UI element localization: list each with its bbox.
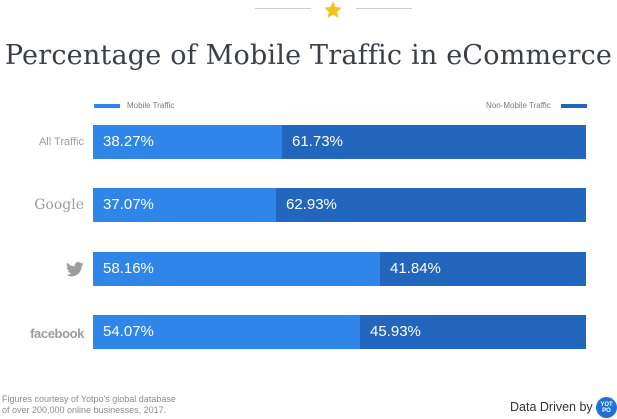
footnote: Figures courtesy of Yotpo's global datab… — [2, 394, 222, 416]
yotpo-logo-line-1: YOT — [600, 401, 613, 408]
star-icon — [324, 1, 342, 18]
category-label-facebook: facebook — [30, 326, 84, 341]
header-divider-right — [356, 8, 412, 9]
yotpo-logo-line-2: PO — [602, 407, 611, 414]
category-label-all-traffic: All Traffic — [38, 136, 84, 148]
bar-mobile-all-traffic — [93, 125, 282, 159]
bar-non-mobile-facebook: 54.07% 45.93% — [93, 315, 586, 349]
bar-mobile-twitter — [93, 252, 380, 286]
data-label-mobile-twitter: 58.16% — [103, 260, 154, 277]
bar-non-mobile-twitter: 58.16% 41.84% — [93, 252, 586, 286]
bar-non-mobile-google: 37.07% 62.93% — [93, 188, 586, 222]
header-divider-left — [255, 8, 311, 9]
footnote-line-2: of over 200,000 online businesses, 2017. — [2, 405, 167, 415]
data-label-mobile-google: 37.07% — [103, 196, 154, 213]
data-label-non-mobile-twitter: 41.84% — [390, 260, 441, 277]
legend-mobile-label: Mobile Traffic — [127, 101, 175, 110]
bar-mobile-google — [93, 188, 276, 222]
legend-non-mobile-swatch — [561, 104, 587, 108]
brand-text: Data Driven by — [510, 400, 593, 414]
bar-mobile-facebook — [93, 315, 360, 349]
twitter-bird-icon — [66, 262, 84, 277]
footnote-line-1: Figures courtesy of Yotpo's global datab… — [2, 394, 176, 404]
data-label-non-mobile-facebook: 45.93% — [370, 323, 421, 340]
data-label-non-mobile-google: 62.93% — [286, 196, 337, 213]
legend-non-mobile-label: Non-Mobile Traffic — [486, 101, 551, 110]
legend-mobile-swatch — [94, 104, 120, 108]
yotpo-logo: YOT PO — [596, 397, 617, 418]
bar-non-mobile-all-traffic: 38.27% 61.73% — [93, 125, 586, 159]
category-label-google: Google — [34, 197, 84, 213]
data-label-non-mobile-all-traffic: 61.73% — [292, 133, 343, 150]
data-label-mobile-all-traffic: 38.27% — [103, 133, 154, 150]
header-decoration — [0, 0, 617, 24]
data-label-mobile-facebook: 54.07% — [103, 323, 154, 340]
chart-title: Percentage of Mobile Traffic in eCommerc… — [4, 40, 613, 71]
